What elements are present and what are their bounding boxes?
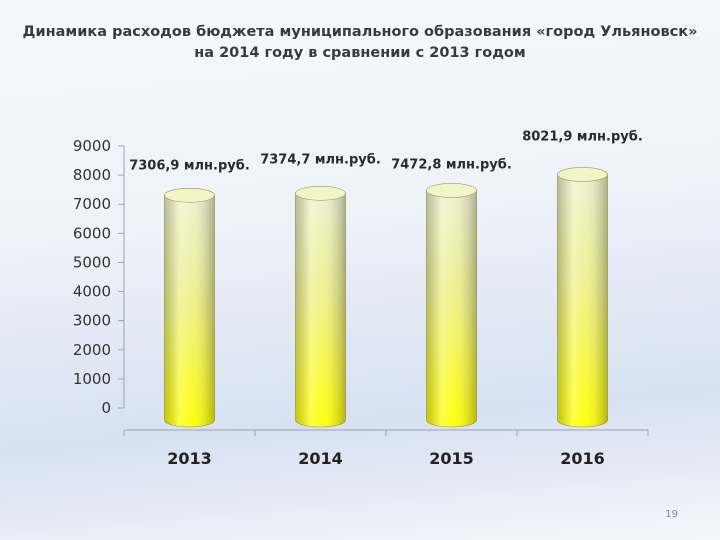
x-tick-label: 2015 (429, 449, 474, 468)
bar (295, 186, 346, 428)
y-tick-label: 8000 (73, 166, 111, 184)
bar-top (164, 187, 215, 203)
chart-title-line-2: на 2014 году в сравнении с 2013 годом (194, 45, 526, 61)
bar-shading (295, 193, 346, 428)
y-tick-label: 9000 (73, 137, 111, 155)
x-axis: 2013 2014 2015 2016 (123, 429, 649, 468)
bar-shading (557, 174, 608, 428)
bar-shading (164, 195, 215, 428)
chart-title: Динамика расходов бюджета муниципального… (20, 22, 700, 64)
data-label: 7374,7 млн.руб. (260, 152, 381, 167)
y-axis: 0 1000 2000 3000 4000 5000 6000 7000 8000 9000 (73, 137, 125, 417)
page-number: 19 (665, 509, 678, 520)
y-tick-label: 6000 (73, 224, 111, 242)
data-label: 7472,8 млн.руб. (391, 157, 512, 172)
data-label: 7306,9 млн.руб. (129, 158, 250, 173)
y-tick-label: 3000 (73, 312, 111, 330)
chart-title-line-1: Динамика расходов бюджета муниципального… (22, 24, 698, 40)
y-tick-label: 7000 (73, 195, 111, 213)
bar-top (557, 167, 608, 182)
bars (164, 167, 608, 428)
bar-shading (426, 190, 477, 428)
bar (164, 187, 215, 428)
bar-top (295, 186, 346, 201)
y-tick-label: 4000 (73, 283, 111, 301)
y-tick-label: 2000 (73, 341, 111, 359)
x-tick-label: 2014 (298, 449, 343, 468)
y-tick-label: 5000 (73, 253, 111, 271)
y-tick-label: 1000 (73, 370, 111, 388)
bar (557, 167, 608, 428)
bar (426, 183, 477, 428)
data-labels: 7306,9 млн.руб. 7374,7 млн.руб. 7472,8 млн… (129, 129, 643, 173)
data-label: 8021,9 млн.руб. (522, 129, 643, 144)
bar-top (426, 183, 477, 198)
x-tick-label: 2013 (167, 449, 212, 468)
y-tick-label: 0 (101, 399, 111, 417)
x-tick-label: 2016 (560, 449, 605, 468)
